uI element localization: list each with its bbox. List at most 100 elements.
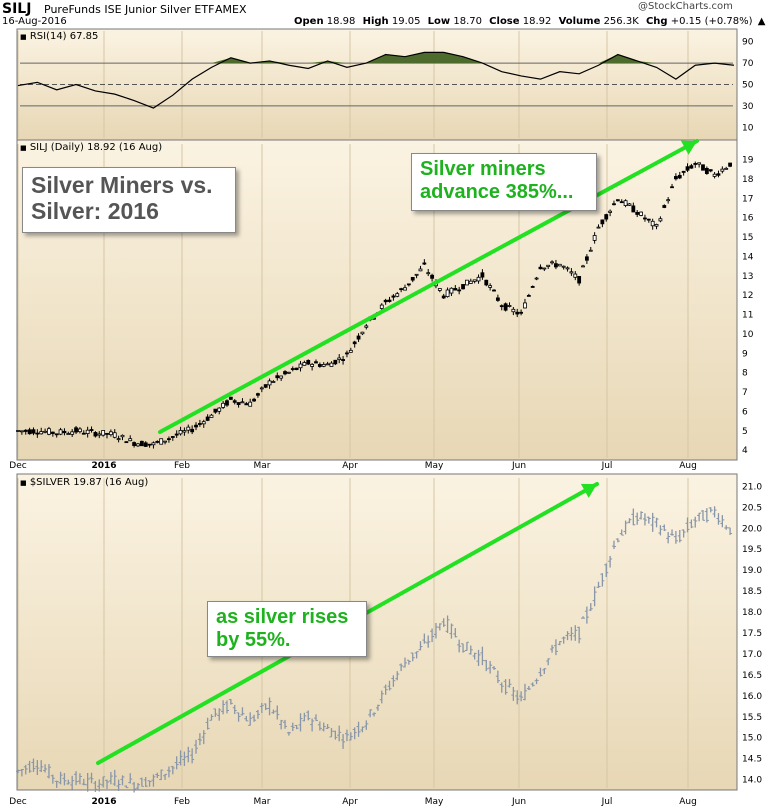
silj-candle (267, 378, 272, 389)
silj-candle (662, 204, 667, 209)
silver-ohlc-bar (290, 722, 295, 732)
silj-candle (488, 283, 493, 291)
silj-candle-body (201, 421, 206, 425)
silver-ohlc-bar (108, 771, 113, 785)
silver-ohlc-bar (627, 518, 632, 524)
silj-candle-body (507, 305, 512, 307)
silj-candle (507, 302, 512, 308)
silj-candle-body (23, 429, 28, 432)
silver-ohlc-bar (221, 700, 226, 715)
silj-candle-body (186, 426, 191, 431)
silj-candle (248, 398, 253, 407)
silj-candle-body (472, 279, 477, 282)
silj-candle-body (689, 165, 694, 169)
silj-candle (457, 286, 462, 295)
silver-ohlc-bar (329, 727, 334, 738)
silver-y-tick: 20.5 (742, 503, 762, 513)
silver-ohlc-bar (720, 515, 725, 528)
silj-candle-body (108, 431, 113, 436)
silj-candle-body (565, 267, 570, 270)
rsi-overbought-fill (211, 52, 657, 64)
silj-candle-body (701, 164, 705, 171)
silj-candle-body (43, 430, 47, 433)
silver-ohlc-bar (364, 720, 369, 730)
silver-ohlc-bar (313, 714, 318, 721)
silver-ohlc-bar (588, 603, 593, 612)
silver-ohlc-bar (105, 779, 110, 789)
silj-candle (228, 396, 233, 401)
silver-ohlc-bar (472, 652, 477, 660)
silver-ohlc-bar (139, 777, 144, 787)
silj-candle-body (66, 433, 71, 435)
silj-candle (174, 430, 179, 438)
silj-candle (523, 298, 527, 309)
silj-candle-body (120, 434, 125, 438)
silj-candle-body (488, 285, 493, 288)
silj-candle-body (557, 263, 562, 267)
silver-ohlc-bar (279, 719, 284, 730)
silj-candle (31, 427, 36, 436)
silj-candle (225, 399, 229, 407)
open-value: 18.98 (326, 16, 356, 27)
silj-candle (569, 268, 574, 276)
silj-candle (136, 442, 140, 448)
silj-candle (503, 302, 508, 312)
silj-candle (426, 269, 431, 277)
silj-candle-body (406, 283, 411, 286)
silj-candle (167, 436, 171, 443)
rsi-y-tick: 30 (742, 102, 754, 112)
silver-ohlc-bar (519, 691, 524, 702)
silj-candle (701, 164, 705, 171)
title-callout: Silver Miners vs. Silver: 2016 (22, 167, 236, 233)
silver-y-tick: 18.5 (742, 587, 762, 597)
silver-ohlc-bar (124, 785, 129, 789)
silj-candle (159, 438, 164, 445)
silj-y-tick: 13 (742, 272, 753, 282)
silj-candle-body (480, 272, 485, 278)
silj-candle (724, 166, 729, 170)
x-tick-label: Dec (9, 461, 26, 471)
silj-candle (631, 202, 636, 213)
silj-candle-body (58, 429, 63, 435)
silj-candle-body (279, 375, 284, 379)
silver-ohlc-bar (530, 682, 535, 687)
silj-candle (186, 424, 191, 434)
silver-ohlc-bar (503, 679, 508, 695)
silj-candle (321, 362, 326, 368)
silver-ohlc-bar (283, 719, 288, 729)
silver-ohlc-bar (681, 529, 686, 538)
silj-candle (89, 426, 94, 433)
x-tick-label: Jun (511, 461, 526, 471)
silj-candle (178, 426, 183, 436)
silj-candle-body (643, 217, 647, 220)
silver-ohlc-bar (120, 775, 125, 786)
silj-candle-body (128, 438, 133, 442)
silj-candle-body (159, 438, 164, 445)
miners-line-2: advance 385%... (420, 181, 574, 203)
silj-candle-body (658, 218, 663, 222)
silj-candle (294, 367, 299, 371)
x-tick-label: Feb (174, 797, 190, 807)
silj-candle (584, 254, 589, 264)
silver-ohlc-bar (565, 631, 570, 641)
silj-candle-body (259, 387, 264, 390)
silver-ohlc-bar (654, 517, 659, 528)
silj-candle (387, 296, 392, 303)
silj-candle-body (677, 174, 682, 179)
silver-y-tick: 17.0 (742, 650, 762, 660)
silj-candle-body (515, 311, 520, 315)
silj-y-tick: 5 (742, 427, 748, 437)
silj-candle-body (329, 362, 334, 367)
rsi-y-tick: 10 (742, 123, 754, 133)
silj-candle-body (112, 432, 117, 438)
silj-candle-body (523, 302, 527, 309)
silver-ohlc-bar (437, 623, 442, 631)
silj-candle-body (54, 433, 59, 436)
rsi-y-tick: 70 (742, 59, 754, 69)
silj-candle-body (588, 249, 593, 252)
silver-ohlc-bar (147, 780, 152, 787)
stockcharts-watermark: @StockCharts.com (638, 1, 733, 12)
silj-candle (93, 431, 98, 438)
silj-candle (422, 259, 427, 266)
